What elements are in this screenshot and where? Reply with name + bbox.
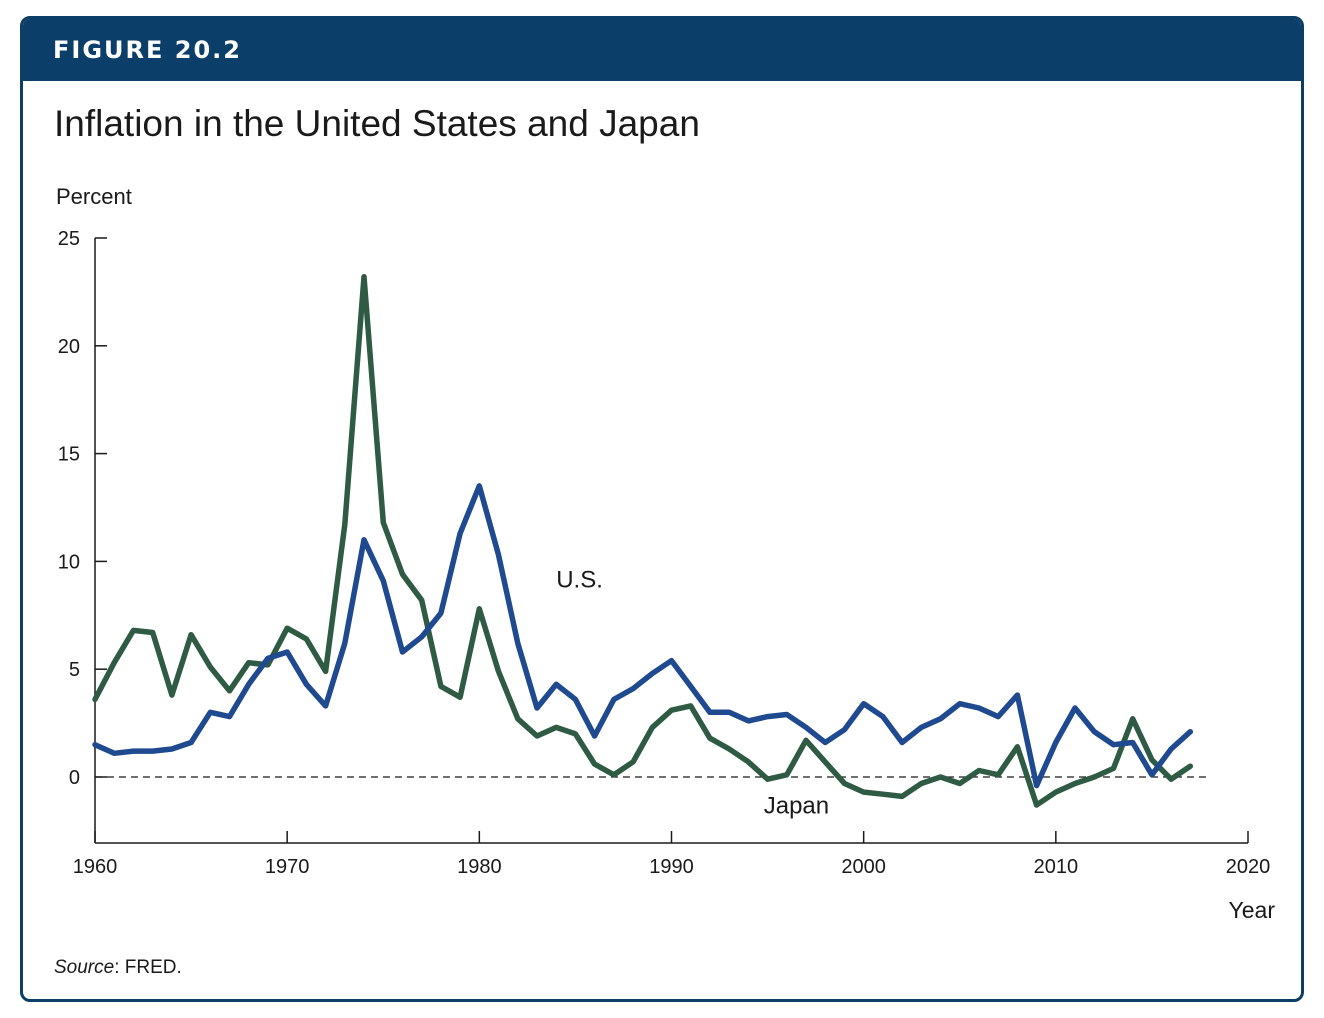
y-tick-label: 20 (58, 336, 80, 358)
y-tick-label: 10 (58, 551, 80, 573)
series-line-japan (92, 274, 1194, 808)
x-tick-label: 1980 (457, 856, 502, 878)
x-tick-label: 2020 (1226, 856, 1271, 878)
x-tick-label: 2010 (1034, 856, 1079, 878)
inflation-chart: Percent Year 0 5 10 15 20 25 1960 1970 1980 1990 2… (56, 184, 1276, 923)
source-text: : FRED. (114, 957, 182, 978)
source-label: Source (54, 957, 115, 978)
y-tick-label: 15 (58, 444, 80, 466)
series-label-japan: Japan (764, 793, 829, 820)
x-tick-label: 1970 (265, 856, 310, 878)
chart-title: Inflation in the United States and Japan (54, 103, 700, 144)
series-line-u-s (92, 483, 1194, 789)
x-tick-label: 2000 (841, 856, 886, 878)
x-tick-label: 1990 (649, 856, 694, 878)
chart-axes: 0 5 10 15 20 25 1960 1970 1980 1990 2000 2010 2020 (58, 228, 1271, 878)
y-tick-label: 5 (69, 659, 80, 681)
series-labels: Japan U.S. (556, 566, 829, 819)
source-note: Source: FRED. (54, 957, 182, 979)
figure-label: FIGURE 20.2 (53, 36, 242, 64)
series-label-u-s: U.S. (556, 566, 603, 593)
series-layer (92, 274, 1194, 808)
x-axis-label: Year (1229, 897, 1276, 923)
x-tick-label: 1960 (73, 856, 118, 878)
figure-banner: FIGURE 20.2 (23, 19, 1301, 81)
y-axis-label: Percent (56, 184, 132, 209)
figure-frame: FIGURE 20.2 Inflation in the United Stat… (20, 16, 1304, 1002)
y-tick-label: 25 (58, 228, 80, 250)
y-tick-label: 0 (69, 767, 80, 789)
